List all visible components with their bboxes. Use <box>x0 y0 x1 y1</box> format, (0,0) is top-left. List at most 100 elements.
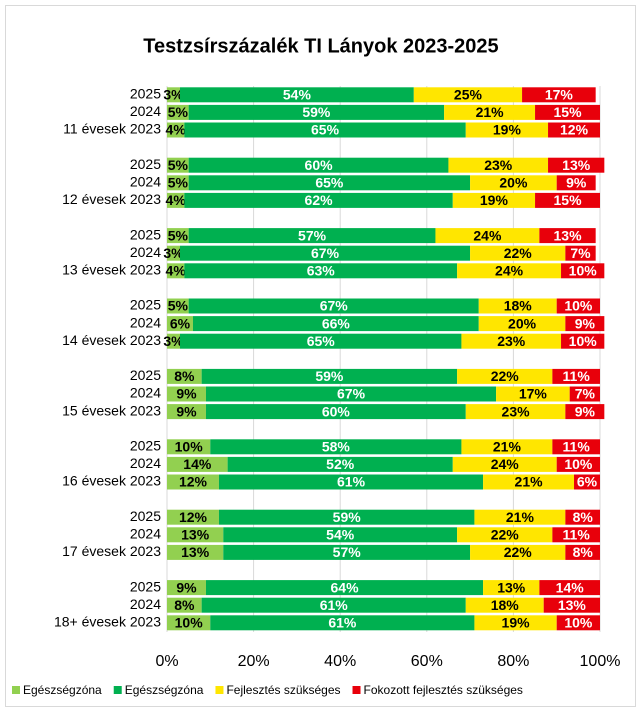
y-tick-label: 13 évesek 2023 <box>62 262 161 278</box>
value-label: 65% <box>311 122 340 138</box>
bar-segment <box>522 87 596 103</box>
x-tick-label: 60% <box>411 653 443 670</box>
value-label: 23% <box>502 403 531 419</box>
value-label: 60% <box>305 157 334 173</box>
value-label: 23% <box>497 333 526 349</box>
bar-segment <box>565 544 600 560</box>
value-label: 5% <box>168 227 189 243</box>
bar-segment <box>435 228 540 244</box>
legend-label: Fokozott fejlesztés szükséges <box>364 683 523 697</box>
value-label: 3% <box>163 333 184 349</box>
bar-segment <box>483 580 540 596</box>
value-label: 14% <box>183 456 212 472</box>
bar-segment <box>167 404 206 420</box>
value-label: 12% <box>179 509 208 525</box>
value-label: 10% <box>564 456 593 472</box>
bar-segment <box>452 456 557 472</box>
value-label: 7% <box>570 245 591 261</box>
bar-segment <box>167 192 185 208</box>
bar-segment <box>452 192 536 208</box>
value-label: 19% <box>502 615 531 631</box>
x-tick-label: 40% <box>324 653 356 670</box>
value-label: 7% <box>575 386 596 402</box>
value-label: 9% <box>575 315 596 331</box>
value-label: 9% <box>566 175 587 191</box>
value-label: 63% <box>307 263 336 279</box>
bar-segment <box>465 597 544 613</box>
bar-segment <box>413 87 523 103</box>
bar-segment <box>457 527 553 543</box>
value-label: 3% <box>163 87 184 103</box>
value-label: 13% <box>181 544 210 560</box>
bar-segment <box>179 333 462 349</box>
bar-segment <box>167 316 193 332</box>
bar-segment <box>548 122 600 138</box>
value-label: 10% <box>569 333 598 349</box>
x-tick-label: 20% <box>238 653 270 670</box>
value-label: 5% <box>168 104 189 120</box>
bar-segment <box>548 157 605 173</box>
y-tick-label: 2025 <box>130 508 161 524</box>
bar-segment <box>167 527 224 543</box>
bar-segment <box>205 580 484 596</box>
x-tick-label: 100% <box>580 653 621 670</box>
bar-segment <box>461 333 562 349</box>
value-label: 57% <box>298 227 327 243</box>
value-label: 13% <box>554 227 583 243</box>
bar-segment <box>448 157 549 173</box>
value-label: 54% <box>283 87 312 103</box>
y-tick-label: 2024 <box>130 314 161 330</box>
value-label: 17% <box>519 386 548 402</box>
bar-segment <box>167 580 206 596</box>
value-label: 22% <box>491 368 520 384</box>
bar-segment <box>565 316 605 332</box>
value-label: 66% <box>322 315 351 331</box>
y-tick-label: 12 évesek 2023 <box>62 191 161 207</box>
value-label: 20% <box>508 315 537 331</box>
bar-segment <box>167 87 180 103</box>
bar-segment <box>223 544 471 560</box>
bar-segment <box>167 263 185 279</box>
bar-segment <box>470 175 557 191</box>
bar-segment <box>167 245 180 261</box>
bar-segment <box>218 509 475 525</box>
value-label: 6% <box>577 474 598 490</box>
bar-segment <box>201 368 458 384</box>
bar-segment <box>210 615 475 631</box>
bar-segment <box>535 192 600 208</box>
y-tick-label: 2024 <box>130 174 161 190</box>
value-label: 22% <box>504 544 533 560</box>
value-label: 21% <box>506 509 535 525</box>
bar-segment <box>556 175 596 191</box>
bar-segment <box>184 122 466 138</box>
value-label: 10% <box>569 263 598 279</box>
value-label: 54% <box>326 527 355 543</box>
value-label: 21% <box>493 439 522 455</box>
bar-segment <box>167 122 185 138</box>
bar-segment <box>167 597 202 613</box>
bar-segment <box>569 386 600 402</box>
value-label: 12% <box>560 122 589 138</box>
value-label: 61% <box>328 615 357 631</box>
value-label: 6% <box>170 315 191 331</box>
y-tick-label: 17 évesek 2023 <box>62 543 161 559</box>
value-label: 61% <box>337 474 366 490</box>
y-tick-label: 2025 <box>130 438 161 454</box>
value-label: 10% <box>175 439 204 455</box>
value-label: 67% <box>337 386 366 402</box>
value-label: 10% <box>175 615 204 631</box>
bar-segment <box>167 474 219 490</box>
bar-segment <box>565 509 600 525</box>
bar-segment <box>188 175 471 191</box>
value-label: 58% <box>322 439 351 455</box>
value-label: 65% <box>315 175 344 191</box>
value-label: 13% <box>562 157 591 173</box>
bar-segment <box>535 104 600 120</box>
value-label: 52% <box>326 456 355 472</box>
value-label: 13% <box>558 597 587 613</box>
value-label: 11% <box>563 368 591 384</box>
bar-segment <box>556 298 600 314</box>
bar-segment <box>539 228 596 244</box>
value-label: 59% <box>302 104 331 120</box>
value-label: 10% <box>564 615 593 631</box>
